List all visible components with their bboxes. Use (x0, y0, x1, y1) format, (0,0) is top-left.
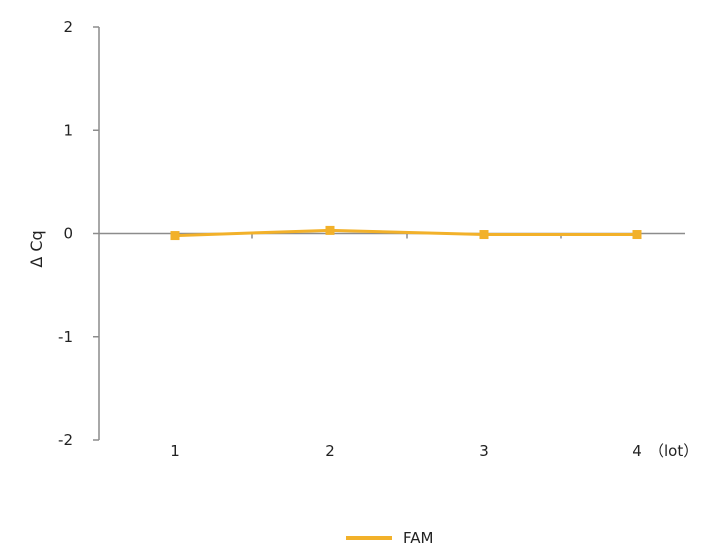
y-tick-label: -1 (58, 328, 73, 346)
y-tick-label: 1 (63, 121, 73, 139)
y-tick-label: 0 (63, 225, 73, 243)
x-tick-label: 1 (170, 442, 180, 460)
data-point (325, 225, 335, 235)
y-axis-title: Δ Cq (27, 230, 46, 267)
data-point (479, 230, 489, 240)
series-layer (170, 225, 642, 241)
x-axis: 1 2 3 4 （lot） (99, 232, 698, 460)
y-tick-label: -2 (58, 431, 73, 449)
legend: FAM (346, 529, 433, 547)
data-point (632, 230, 642, 240)
y-axis: 2 1 0 -1 -2 (58, 18, 100, 449)
x-tick-label: 2 (325, 442, 335, 460)
x-axis-unit: （lot） (649, 442, 698, 460)
x-tick-label: 3 (479, 442, 489, 460)
data-point (170, 231, 180, 241)
legend-label-fam: FAM (403, 529, 433, 547)
series-line-fam (174, 228, 637, 238)
y-tick-label: 2 (63, 18, 73, 36)
y-ticks: 2 1 0 -1 -2 (58, 18, 99, 449)
x-ticks: 1 2 3 4 （lot） (170, 233, 698, 460)
x-tick-label: 4 (632, 442, 642, 460)
